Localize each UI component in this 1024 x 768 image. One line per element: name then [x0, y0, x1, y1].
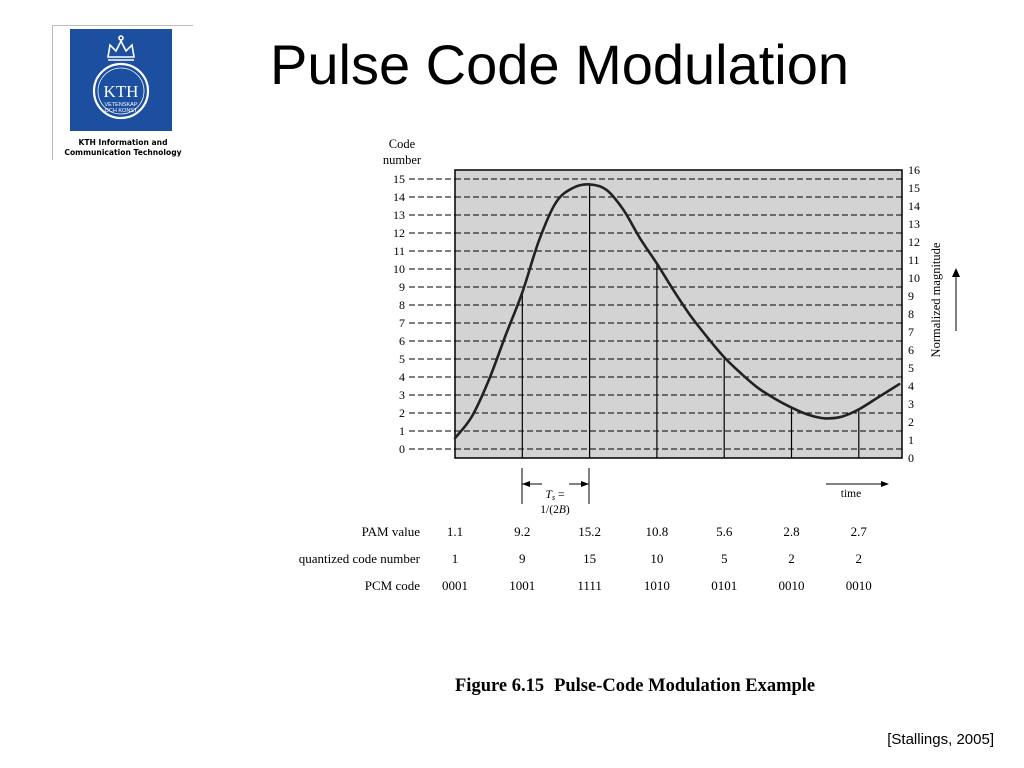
left-tick-label: 8 — [399, 298, 405, 312]
left-tick-label: 2 — [399, 406, 405, 420]
left-tick-label: 1 — [399, 424, 405, 438]
right-tick-label: 10 — [908, 271, 920, 285]
pcm-code-cell: 0001 — [442, 578, 468, 593]
left-tick-label: 13 — [393, 208, 405, 222]
left-tick-label: 10 — [393, 262, 405, 276]
pam-value-cell: 15.2 — [578, 524, 601, 539]
left-tick-label: 14 — [393, 190, 405, 204]
kth-emblem-icon: KTH VETENSKAP OCH KONST — [92, 35, 150, 120]
magnitude-arrow — [952, 268, 960, 331]
signal-curve — [453, 183, 901, 440]
quantized-code-cell: 10 — [650, 551, 663, 566]
left-axis-title-line1: Code — [389, 137, 416, 151]
row-label-pcm: PCM code — [365, 578, 420, 593]
time-label: time — [841, 488, 861, 500]
left-tick-label: 7 — [399, 316, 405, 330]
pcm-code-cell: 0010 — [779, 578, 805, 593]
logo-caption: KTH Information and Communication Techno… — [53, 138, 193, 158]
quantized-code-cell: 1 — [452, 551, 459, 566]
right-tick-label: 4 — [908, 379, 914, 393]
left-tick-label: 15 — [393, 172, 405, 186]
pcm-code-cell: 1001 — [509, 578, 535, 593]
pam-value-cell: 2.7 — [851, 524, 868, 539]
left-tick-label: 4 — [399, 370, 405, 384]
right-tick-label: 11 — [908, 253, 920, 267]
pam-value-cell: 10.8 — [646, 524, 669, 539]
quantized-code-cell: 2 — [788, 551, 795, 566]
right-axis-label: Normalized magnitude — [929, 242, 943, 357]
logo-motto-line1: VETENSKAP — [104, 102, 137, 108]
right-tick-label: 1 — [908, 433, 914, 447]
logo-motto-line2: OCH KONST — [105, 108, 138, 114]
time-arrow — [826, 481, 889, 487]
quantized-code-cell: 2 — [856, 551, 863, 566]
row-label-pam: PAM value — [362, 524, 421, 539]
right-tick-label: 5 — [908, 361, 914, 375]
left-axis-title-line2: number — [383, 153, 422, 167]
plot-area — [454, 169, 903, 459]
row-label-quantized: quantized code number — [299, 551, 421, 566]
right-tick-label: 14 — [908, 199, 920, 213]
right-tick-label: 7 — [908, 325, 914, 339]
logo-caption-line1: KTH Information and — [78, 138, 168, 147]
right-tick-label: 13 — [908, 217, 920, 231]
figure-caption-title: Pulse-Code Modulation Example — [554, 676, 816, 696]
sample-interval-label-line1: Ts = — [546, 489, 565, 502]
left-tick-label: 12 — [393, 226, 405, 240]
sample-interval-marker — [521, 468, 590, 504]
left-tick-label: 3 — [399, 388, 405, 402]
pcm-code-cell: 1111 — [577, 578, 602, 593]
quantized-code-cell: 5 — [721, 551, 728, 566]
pam-value-cell: 9.2 — [514, 524, 530, 539]
left-tick-label: 6 — [399, 334, 405, 348]
figure-caption: Figure 6.15 Pulse-Code Modulation Example — [455, 676, 815, 697]
citation: [Stallings, 2005] — [887, 731, 994, 748]
figure-caption-number: Figure 6.15 — [455, 676, 545, 696]
right-tick-label: 9 — [908, 289, 914, 303]
left-tick-label: 0 — [399, 442, 405, 456]
right-tick-label: 15 — [908, 181, 920, 195]
logo-wordmark: KTH — [104, 82, 139, 101]
right-tick-label: 6 — [908, 343, 914, 357]
kth-logo: KTH VETENSKAP OCH KONST KTH Information … — [52, 25, 193, 160]
right-tick-label: 2 — [908, 415, 914, 429]
quantized-code-cell: 9 — [519, 551, 526, 566]
right-tick-label: 3 — [908, 397, 914, 411]
right-tick-label: 0 — [908, 451, 914, 465]
quantized-code-cell: 15 — [583, 551, 596, 566]
slide-title: Pulse Code Modulation — [270, 33, 850, 96]
right-tick-label: 8 — [908, 307, 914, 321]
pam-value-cell: 5.6 — [716, 524, 733, 539]
left-tick-label: 11 — [393, 244, 405, 258]
left-tick-label: 9 — [399, 280, 405, 294]
pcm-code-cell: 0101 — [711, 578, 737, 593]
pcm-code-cell: 1010 — [644, 578, 670, 593]
kth-crown-logo-icon: KTH VETENSKAP OCH KONST — [70, 29, 172, 131]
pcm-code-cell: 0010 — [846, 578, 872, 593]
pam-value-cell: 2.8 — [783, 524, 799, 539]
logo-caption-line2: Communication Technology — [64, 148, 182, 157]
sample-interval-label-line2: 1/(2B) — [540, 504, 570, 516]
pam-value-cell: 1.1 — [447, 524, 463, 539]
right-tick-label: 16 — [908, 163, 920, 177]
left-tick-label: 5 — [399, 352, 405, 366]
right-tick-label: 12 — [908, 235, 920, 249]
